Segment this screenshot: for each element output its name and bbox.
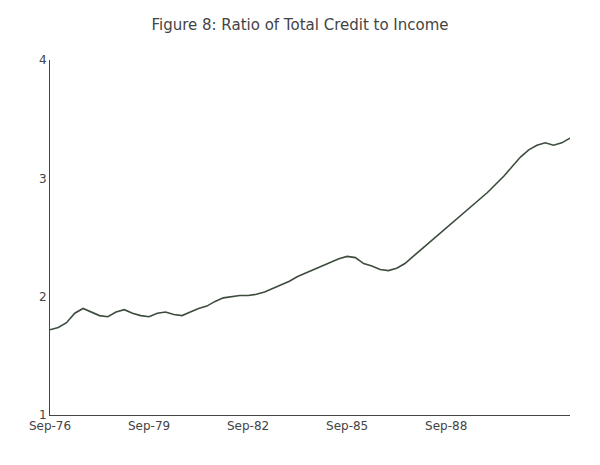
- svg-text:Figure 8: Ratio of Total Credi: Figure 8: Ratio of Total Credit to Incom…: [151, 16, 448, 34]
- svg-text:3: 3: [39, 172, 47, 186]
- svg-text:2: 2: [39, 290, 47, 304]
- svg-text:Sep-85: Sep-85: [326, 419, 368, 433]
- svg-text:Sep-82: Sep-82: [227, 419, 269, 433]
- svg-text:Sep-79: Sep-79: [128, 419, 170, 433]
- svg-text:Sep-88: Sep-88: [425, 419, 467, 433]
- svg-text:1: 1: [39, 408, 47, 422]
- svg-text:Sep-76: Sep-76: [29, 419, 71, 433]
- svg-text:4: 4: [39, 53, 47, 67]
